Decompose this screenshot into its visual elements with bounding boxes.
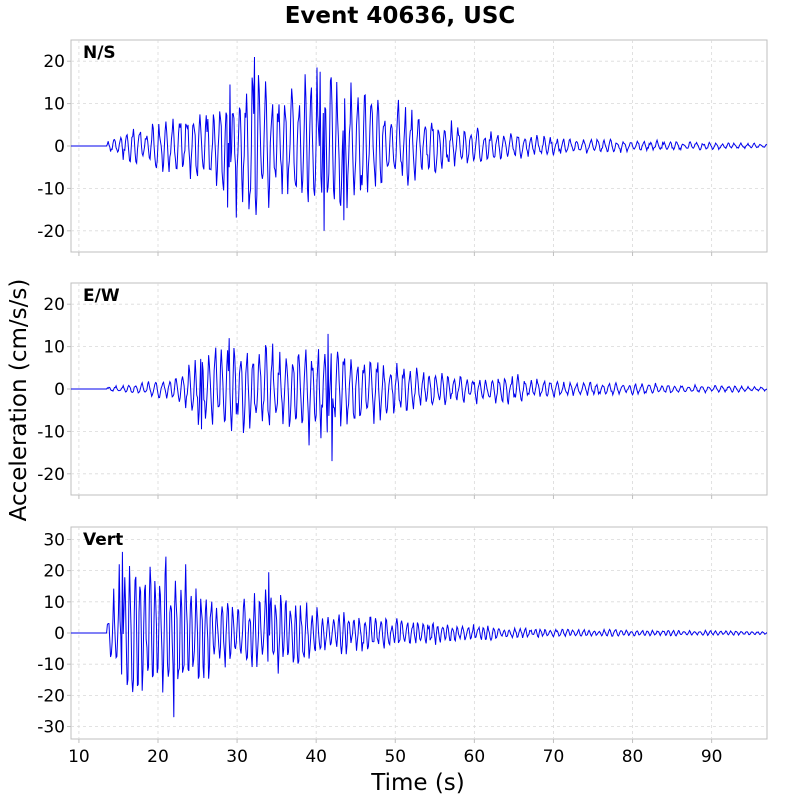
y-axis-label: Acceleration (cm/s/s) — [6, 279, 32, 522]
panel-label: Vert — [83, 530, 123, 550]
panel-vert: 10 20 30 40 50 60 70 80 90 -30 -20 -10 0 10 20 30 Vert — [37, 526, 768, 767]
y-tick-label: 10 — [43, 593, 65, 613]
y-tick-label: -20 — [37, 686, 65, 706]
y-tick-label: 0 — [54, 137, 65, 157]
y-tick-label: -10 — [37, 655, 65, 675]
panel-ew: -20 -10 0 10 20 E/W — [37, 282, 768, 499]
y-tick-label: 20 — [43, 562, 65, 582]
y-tick-label: -20 — [37, 465, 65, 485]
y-tick-label: 0 — [54, 380, 65, 400]
y-tick-label: -20 — [37, 222, 65, 242]
y-tick-label: -30 — [37, 718, 65, 738]
x-tick-label: 20 — [147, 747, 169, 767]
y-tick-label: 20 — [43, 295, 65, 315]
y-tick-label: -10 — [37, 179, 65, 199]
panel-label: N/S — [83, 43, 116, 63]
x-tick-label: 70 — [543, 747, 565, 767]
y-tick-label: 0 — [54, 624, 65, 644]
series-line — [71, 551, 767, 718]
series-line — [71, 333, 767, 462]
panels: -20 -10 0 10 20 N/S -20 -10 0 10 20 E/W 10 20 30 40 50 60… — [37, 39, 768, 767]
x-tick-label: 60 — [464, 747, 486, 767]
chart-title: Event 40636, USC — [285, 3, 516, 29]
y-tick-label: 10 — [43, 338, 65, 358]
x-tick-label: 50 — [384, 747, 406, 767]
x-tick-label: 40 — [305, 747, 327, 767]
y-tick-label: 10 — [43, 95, 65, 115]
x-tick-label: 80 — [622, 747, 644, 767]
y-tick-label: 30 — [43, 530, 65, 550]
series-line — [71, 56, 767, 231]
x-tick-label: 10 — [68, 747, 90, 767]
x-axis-label: Time (s) — [370, 770, 465, 796]
y-tick-label: -10 — [37, 422, 65, 442]
x-tick-label: 90 — [701, 747, 723, 767]
panel-label: E/W — [83, 286, 120, 306]
x-tick-label: 30 — [226, 747, 248, 767]
y-tick-label: 20 — [43, 52, 65, 72]
panel-ns: -20 -10 0 10 20 N/S — [37, 39, 768, 256]
